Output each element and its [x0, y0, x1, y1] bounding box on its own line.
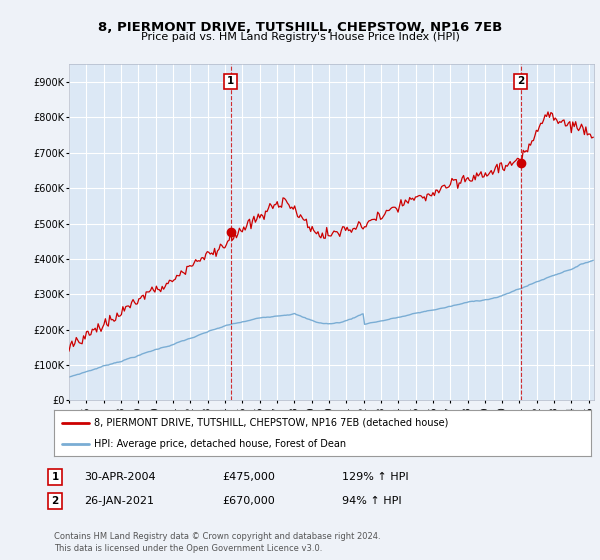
- Text: 1: 1: [52, 472, 59, 482]
- Text: 129% ↑ HPI: 129% ↑ HPI: [342, 472, 409, 482]
- Text: 2: 2: [517, 76, 524, 86]
- Text: 2: 2: [52, 496, 59, 506]
- Text: 8, PIERMONT DRIVE, TUTSHILL, CHEPSTOW, NP16 7EB: 8, PIERMONT DRIVE, TUTSHILL, CHEPSTOW, N…: [98, 21, 502, 34]
- Text: 8, PIERMONT DRIVE, TUTSHILL, CHEPSTOW, NP16 7EB (detached house): 8, PIERMONT DRIVE, TUTSHILL, CHEPSTOW, N…: [94, 418, 449, 428]
- Text: £475,000: £475,000: [222, 472, 275, 482]
- Text: 1: 1: [227, 76, 234, 86]
- Text: HPI: Average price, detached house, Forest of Dean: HPI: Average price, detached house, Fore…: [94, 439, 346, 449]
- Text: Price paid vs. HM Land Registry's House Price Index (HPI): Price paid vs. HM Land Registry's House …: [140, 32, 460, 42]
- Text: 26-JAN-2021: 26-JAN-2021: [84, 496, 154, 506]
- Text: £670,000: £670,000: [222, 496, 275, 506]
- Text: 94% ↑ HPI: 94% ↑ HPI: [342, 496, 401, 506]
- Text: 30-APR-2004: 30-APR-2004: [84, 472, 155, 482]
- Text: Contains HM Land Registry data © Crown copyright and database right 2024.
This d: Contains HM Land Registry data © Crown c…: [54, 533, 380, 553]
